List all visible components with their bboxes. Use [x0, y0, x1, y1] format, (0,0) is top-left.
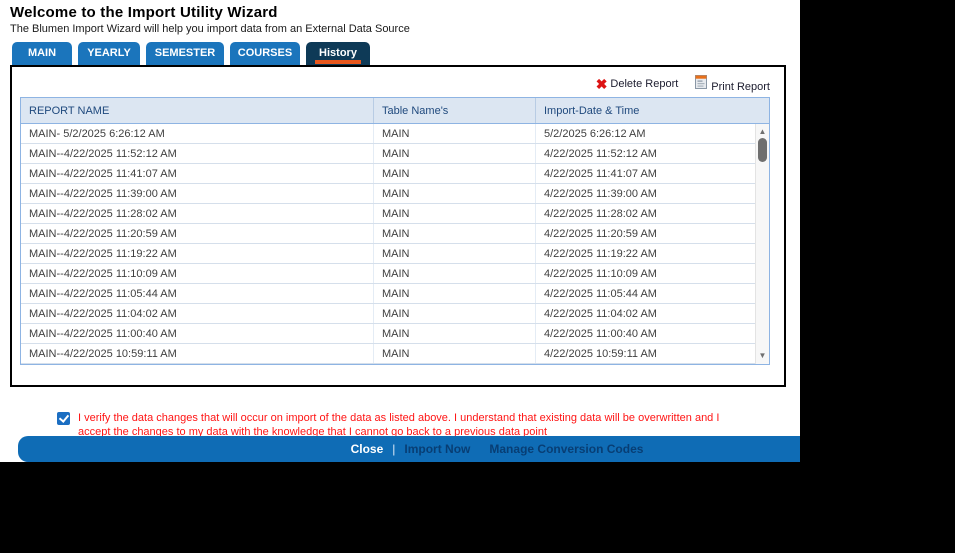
- table-row[interactable]: MAIN--4/22/2025 11:00:40 AM MAIN 4/22/20…: [21, 324, 769, 344]
- cell-import-datetime: 4/22/2025 10:59:11 AM: [535, 344, 754, 363]
- history-panel: ✖ Delete Report Print Report REP: [10, 65, 786, 387]
- cell-report-name: MAIN--4/22/2025 11:28:02 AM: [29, 207, 177, 220]
- tab-bar: MAIN YEARLY SEMESTER COURSES History: [12, 42, 800, 65]
- table-row[interactable]: MAIN--4/22/2025 10:59:11 AM MAIN 4/22/20…: [21, 344, 769, 364]
- cell-import-datetime: 4/22/2025 11:52:12 AM: [535, 144, 754, 163]
- table-row[interactable]: MAIN--4/22/2025 11:39:00 AM MAIN 4/22/20…: [21, 184, 769, 204]
- scrollbar-thumb[interactable]: [758, 138, 767, 162]
- table-row[interactable]: MAIN- 5/2/2025 6:26:12 AM MAIN 5/2/2025 …: [21, 124, 769, 144]
- cell-table-name: MAIN: [373, 164, 535, 183]
- cell-table-name: MAIN: [373, 284, 535, 303]
- table-header-row: REPORT NAME Table Name's Import-Date & T…: [21, 98, 769, 124]
- table-row[interactable]: MAIN--4/22/2025 11:04:02 AM MAIN 4/22/20…: [21, 304, 769, 324]
- cell-import-datetime: 5/2/2025 6:26:12 AM: [535, 124, 754, 143]
- print-report-icon: [694, 74, 708, 93]
- footer-actions: Close | Import Now Manage Conversion Cod…: [351, 442, 644, 456]
- cell-report-name: MAIN--4/22/2025 11:39:00 AM: [29, 187, 177, 200]
- active-tab-indicator: [315, 60, 361, 64]
- column-header-table-names[interactable]: Table Name's: [373, 98, 535, 123]
- table-row[interactable]: MAIN--4/22/2025 11:19:22 AM MAIN 4/22/20…: [21, 244, 769, 264]
- cell-table-name: MAIN: [373, 324, 535, 343]
- table-row[interactable]: MAIN--4/22/2025 11:41:07 AM MAIN 4/22/20…: [21, 164, 769, 184]
- cell-import-datetime: 4/22/2025 11:10:09 AM: [535, 264, 754, 283]
- delete-report-label: Delete Report: [610, 77, 679, 90]
- tab-main[interactable]: MAIN: [12, 42, 72, 65]
- close-button[interactable]: Close: [350, 442, 384, 456]
- scroll-up-arrow-icon[interactable]: ▲: [758, 127, 767, 136]
- cell-report-name: MAIN--4/22/2025 11:00:40 AM: [29, 327, 177, 340]
- cell-table-name: MAIN: [373, 204, 535, 223]
- tab-yearly[interactable]: YEARLY: [78, 42, 140, 65]
- cell-table-name: MAIN: [373, 124, 535, 143]
- cell-table-name: MAIN: [373, 244, 535, 263]
- table-row[interactable]: MAIN--4/22/2025 11:52:12 AM MAIN 4/22/20…: [21, 144, 769, 164]
- cell-import-datetime: 4/22/2025 11:04:02 AM: [535, 304, 754, 323]
- cell-report-name: MAIN--4/22/2025 10:59:11 AM: [29, 347, 177, 360]
- report-history-table: REPORT NAME Table Name's Import-Date & T…: [20, 97, 770, 365]
- cell-table-name: MAIN: [373, 264, 535, 283]
- cell-import-datetime: 4/22/2025 11:39:00 AM: [535, 184, 754, 203]
- manage-conversion-codes-button[interactable]: Manage Conversion Codes: [489, 442, 644, 456]
- cell-import-datetime: 4/22/2025 11:20:59 AM: [535, 224, 754, 243]
- cell-table-name: MAIN: [373, 184, 535, 203]
- verify-warning-text: I verify the data changes that will occu…: [78, 412, 720, 438]
- cell-report-name: MAIN--4/22/2025 11:19:22 AM: [29, 247, 177, 260]
- footer-separator: |: [392, 442, 396, 456]
- cell-report-name: MAIN--4/22/2025 11:20:59 AM: [29, 227, 177, 240]
- cell-report-name: MAIN--4/22/2025 11:05:44 AM: [29, 287, 177, 300]
- page-title: Welcome to the Import Utility Wizard: [10, 4, 278, 21]
- table-scrollbar[interactable]: ▲ ▼: [755, 124, 769, 364]
- cell-report-name: MAIN--4/22/2025 11:52:12 AM: [29, 147, 177, 160]
- column-header-import-date[interactable]: Import-Date & Time: [535, 98, 769, 123]
- cell-import-datetime: 4/22/2025 11:41:07 AM: [535, 164, 754, 183]
- table-row[interactable]: MAIN--4/22/2025 11:20:59 AM MAIN 4/22/20…: [21, 224, 769, 244]
- cell-report-name: MAIN--4/22/2025 11:04:02 AM: [29, 307, 177, 320]
- verify-checkbox[interactable]: [57, 412, 70, 425]
- cell-report-name: MAIN--4/22/2025 11:41:07 AM: [29, 167, 177, 180]
- cell-import-datetime: 4/22/2025 11:00:40 AM: [535, 324, 754, 343]
- tab-history[interactable]: History: [306, 42, 370, 65]
- cell-import-datetime: 4/22/2025 11:19:22 AM: [535, 244, 754, 263]
- tab-semester[interactable]: SEMESTER: [146, 42, 224, 65]
- column-header-report-name[interactable]: REPORT NAME: [29, 104, 110, 117]
- cell-table-name: MAIN: [373, 304, 535, 323]
- delete-x-icon: ✖: [595, 75, 608, 92]
- report-toolbar: ✖ Delete Report Print Report: [12, 67, 784, 97]
- cell-table-name: MAIN: [373, 344, 535, 363]
- print-report-label: Print Report: [711, 81, 770, 93]
- cell-table-name: MAIN: [373, 144, 535, 163]
- cell-import-datetime: 4/22/2025 11:28:02 AM: [535, 204, 754, 223]
- table-row[interactable]: MAIN--4/22/2025 11:05:44 AM MAIN 4/22/20…: [21, 284, 769, 304]
- table-row[interactable]: MAIN--4/22/2025 11:28:02 AM MAIN 4/22/20…: [21, 204, 769, 224]
- print-report-button[interactable]: Print Report: [694, 74, 770, 93]
- table-body: MAIN- 5/2/2025 6:26:12 AM MAIN 5/2/2025 …: [21, 124, 769, 364]
- cell-report-name: MAIN- 5/2/2025 6:26:12 AM: [29, 127, 165, 140]
- import-now-button[interactable]: Import Now: [404, 442, 471, 456]
- scroll-down-arrow-icon[interactable]: ▼: [758, 351, 767, 360]
- cell-import-datetime: 4/22/2025 11:05:44 AM: [535, 284, 754, 303]
- tab-courses[interactable]: COURSES: [230, 42, 300, 65]
- cell-report-name: MAIN--4/22/2025 11:10:09 AM: [29, 267, 177, 280]
- page-subtitle: The Blumen Import Wizard will help you i…: [10, 23, 410, 35]
- cell-table-name: MAIN: [373, 224, 535, 243]
- footer-action-bar: Close | Import Now Manage Conversion Cod…: [18, 436, 800, 462]
- import-wizard-dialog: Welcome to the Import Utility Wizard The…: [0, 0, 800, 462]
- tab-history-label: History: [319, 47, 357, 59]
- delete-report-button[interactable]: ✖ Delete Report: [595, 75, 679, 92]
- dialog-header: Welcome to the Import Utility Wizard The…: [0, 0, 800, 35]
- verify-section: I verify the data changes that will occu…: [57, 411, 729, 439]
- table-row[interactable]: MAIN--4/22/2025 11:10:09 AM MAIN 4/22/20…: [21, 264, 769, 284]
